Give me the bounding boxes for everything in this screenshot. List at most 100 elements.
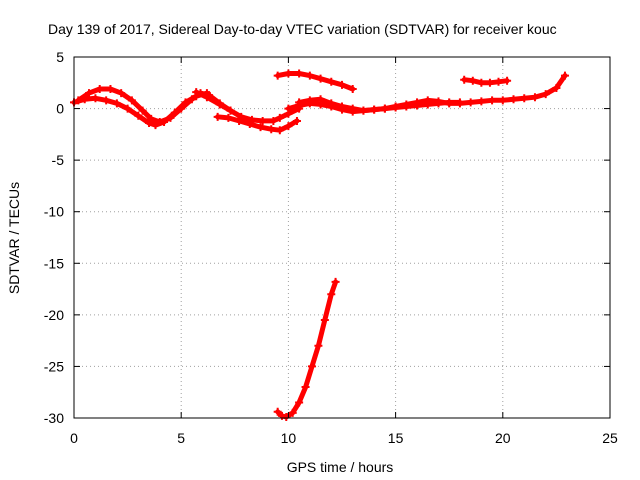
data-point: [275, 126, 284, 135]
series-arc-3: [192, 88, 304, 125]
x-tick-label: 5: [177, 430, 185, 446]
data-point: [102, 96, 111, 105]
y-tick-label: -30: [44, 410, 64, 426]
data-point: [305, 71, 314, 80]
x-tick-label: 20: [495, 430, 511, 446]
y-axis-label: SDTVAR / TECUs: [6, 182, 22, 294]
data-point: [327, 290, 336, 299]
data-point: [213, 112, 222, 121]
data-point: [95, 84, 104, 93]
data-point: [509, 95, 518, 104]
data-point: [338, 102, 346, 111]
data-point: [127, 96, 136, 105]
data-point: [273, 407, 282, 416]
data-point: [485, 78, 494, 87]
data-point: [445, 99, 454, 108]
x-tick-label: 10: [281, 430, 297, 446]
data-point: [74, 96, 83, 105]
data-point: [413, 98, 422, 107]
data-point: [145, 119, 154, 128]
data-point: [235, 116, 244, 125]
data-point: [460, 75, 469, 84]
data-point: [477, 97, 486, 106]
series-arc-5: [273, 69, 357, 93]
data-point: [275, 113, 284, 122]
series-arc-7: [295, 71, 569, 115]
data-point: [305, 96, 314, 105]
data-point: [202, 93, 211, 102]
data-point: [423, 96, 432, 105]
data-point: [503, 76, 512, 85]
data-point: [434, 97, 443, 106]
data-point: [273, 71, 282, 80]
data-point: [466, 98, 475, 107]
series-arc-2: [74, 84, 235, 126]
data-point: [134, 111, 143, 120]
data-point: [295, 98, 304, 107]
chart-title: Day 139 of 2017, Sidereal Day-to-day VTE…: [48, 21, 557, 37]
x-axis: 0 5 10 15 20 25: [70, 57, 618, 446]
data-point: [327, 77, 336, 86]
data-point: [117, 89, 126, 98]
data-point: [123, 104, 132, 113]
data-point: [391, 102, 400, 111]
data-point: [359, 106, 368, 115]
series-line: [275, 279, 339, 420]
data-point: [138, 106, 147, 115]
data-point: [245, 120, 254, 129]
data-point: [494, 77, 503, 86]
data-point: [348, 84, 357, 93]
data-point: [348, 104, 357, 113]
data-point: [256, 123, 265, 132]
data-point: [316, 74, 325, 83]
data-point: [282, 412, 291, 421]
y-tick-label: -10: [44, 204, 64, 220]
plot-frame: [73, 56, 611, 419]
data-point: [292, 116, 301, 125]
series-arc-4: [213, 112, 301, 135]
data-point: [215, 100, 224, 109]
y-tick-label: -20: [44, 307, 64, 323]
y-tick-label: -25: [44, 358, 64, 374]
data-point: [177, 104, 186, 113]
data-point: [91, 94, 100, 103]
data-point: [498, 96, 507, 105]
data-point: [166, 113, 175, 122]
x-tick-label: 0: [70, 430, 78, 446]
data-point: [327, 99, 336, 108]
series-arc-8: [460, 75, 512, 87]
data-point: [147, 114, 156, 123]
data-point: [320, 316, 329, 325]
data-point: [520, 94, 529, 103]
y-tick-label: 5: [56, 49, 64, 65]
data-point: [288, 408, 297, 417]
data-point: [295, 398, 304, 407]
data-point: [307, 362, 316, 371]
data-point: [530, 93, 539, 102]
y-tick-label: 0: [56, 101, 64, 117]
x-tick-label: 15: [388, 430, 404, 446]
data-point: [85, 89, 94, 98]
data-point: [338, 80, 346, 89]
y-tick-label: -15: [44, 255, 64, 271]
series-arc-9: [273, 277, 340, 421]
series-layer: [70, 69, 569, 421]
data-point: [301, 383, 310, 392]
data-point: [284, 69, 293, 78]
data-point: [468, 76, 477, 85]
data-point: [488, 96, 497, 105]
data-point: [269, 116, 278, 125]
data-point: [155, 117, 164, 126]
data-point: [226, 106, 235, 115]
data-point: [224, 113, 233, 122]
data-point: [455, 99, 464, 108]
data-point: [192, 88, 201, 97]
data-point: [284, 104, 293, 113]
data-point: [112, 99, 121, 108]
data-point: [477, 78, 486, 87]
data-point: [552, 83, 561, 92]
data-point: [380, 104, 389, 113]
data-point: [402, 100, 411, 109]
x-tick-label: 25: [602, 430, 618, 446]
